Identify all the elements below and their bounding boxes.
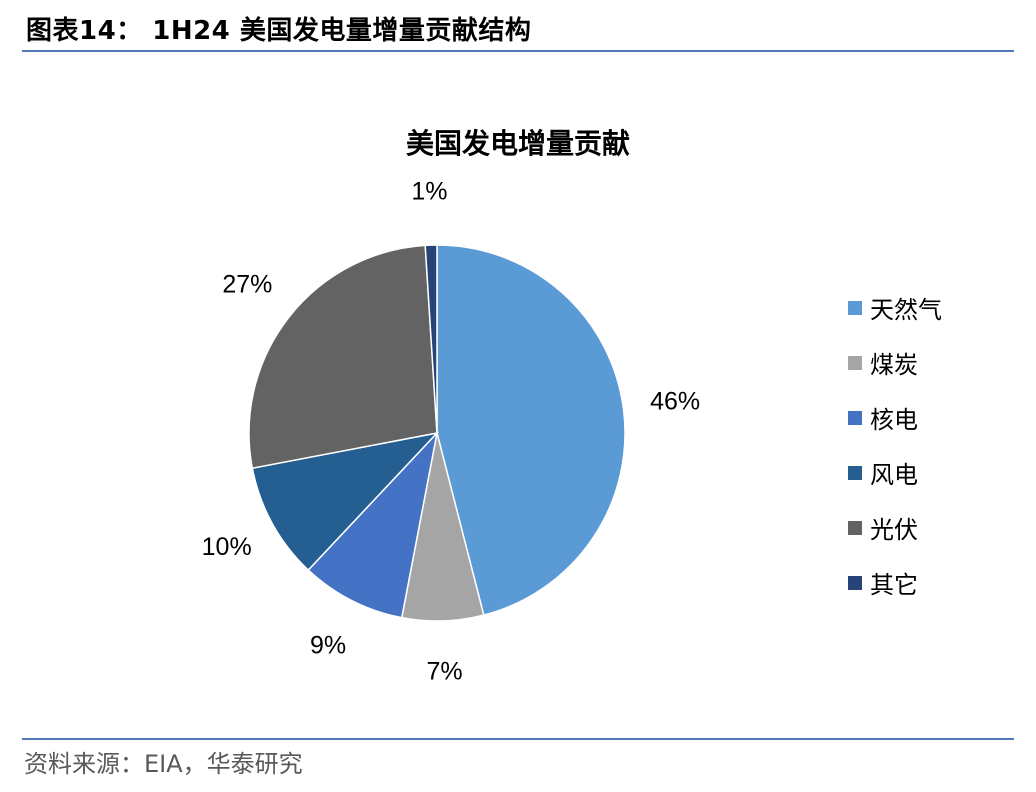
legend-swatch: [848, 410, 862, 425]
figure-title: 图表14： 1H24 美国发电量增量贡献结构: [26, 16, 532, 46]
source-note: 资料来源：EIA，华泰研究: [24, 750, 303, 778]
pie-slice-0: [436, 244, 626, 617]
legend-item-1: 煤炭: [848, 335, 942, 390]
pie-slice-3: [251, 431, 440, 572]
slice-label-4: 27%: [222, 271, 272, 299]
chart-title: 美国发电增量贡献: [405, 127, 630, 160]
legend-label: 核电: [870, 406, 918, 434]
slice-label-3: 10%: [202, 533, 252, 561]
top-divider: [22, 50, 1014, 52]
legend-label: 光伏: [870, 516, 918, 544]
legend-label: 其它: [870, 571, 918, 599]
legend-swatch: [848, 355, 862, 370]
legend-swatch: [848, 575, 862, 590]
legend-item-0: 天然气: [848, 280, 942, 335]
legend-label: 风电: [870, 461, 918, 489]
legend-item-5: 其它: [848, 555, 942, 610]
legend-item-4: 光伏: [848, 500, 942, 555]
slice-label-1: 7%: [426, 657, 462, 685]
legend-label: 天然气: [870, 296, 942, 324]
legend-label: 煤炭: [870, 351, 918, 379]
pie-slice-2: [307, 430, 439, 619]
bottom-divider: [22, 738, 1014, 740]
legend-swatch: [848, 520, 862, 535]
pie-slice-5: [424, 244, 438, 434]
legend-item-2: 核电: [848, 390, 942, 445]
legend-swatch: [848, 465, 862, 480]
chart-legend: 天然气煤炭核电风电光伏其它: [848, 280, 942, 610]
slice-label-0: 46%: [650, 388, 700, 416]
legend-swatch: [848, 300, 862, 315]
slice-label-5: 1%: [411, 178, 447, 206]
pie-slice-4: [248, 244, 438, 470]
legend-item-3: 风电: [848, 445, 942, 500]
slice-label-2: 9%: [310, 631, 346, 659]
